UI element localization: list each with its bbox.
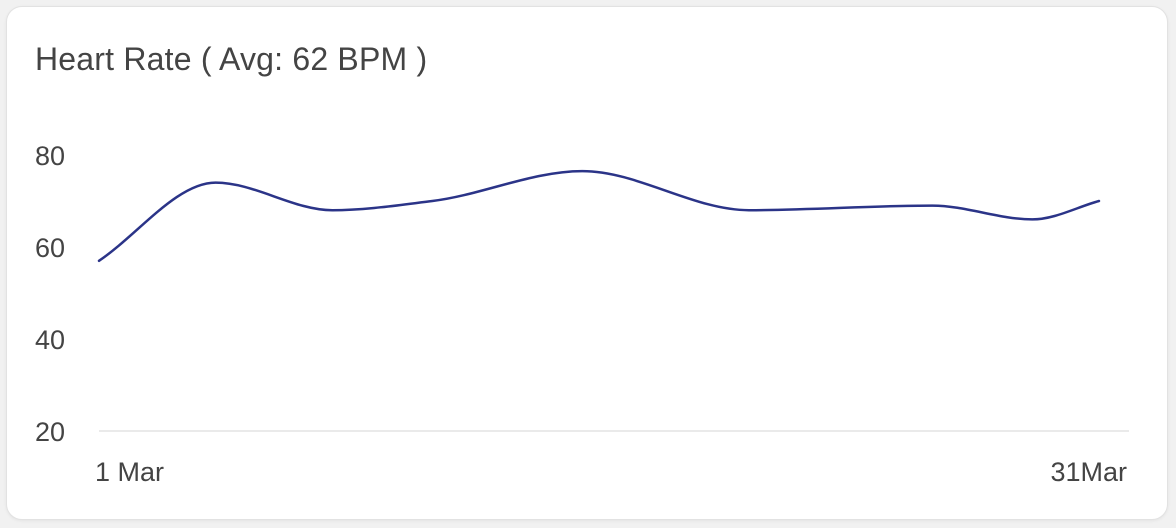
y-tick-label: 60 xyxy=(35,233,65,263)
x-tick-label: 1 Mar xyxy=(95,457,164,487)
heart-rate-card: Heart Rate ( Avg: 62 BPM ) 20 40 60 80 1 Ma… xyxy=(6,6,1168,520)
heart-rate-chart: 20 40 60 80 1 Mar 31Mar xyxy=(7,7,1169,521)
series-line xyxy=(99,171,1099,261)
x-tick-label: 31Mar xyxy=(1050,457,1127,487)
y-tick-label: 80 xyxy=(35,141,65,171)
y-tick-label: 40 xyxy=(35,325,65,355)
y-tick-label: 20 xyxy=(35,417,65,447)
